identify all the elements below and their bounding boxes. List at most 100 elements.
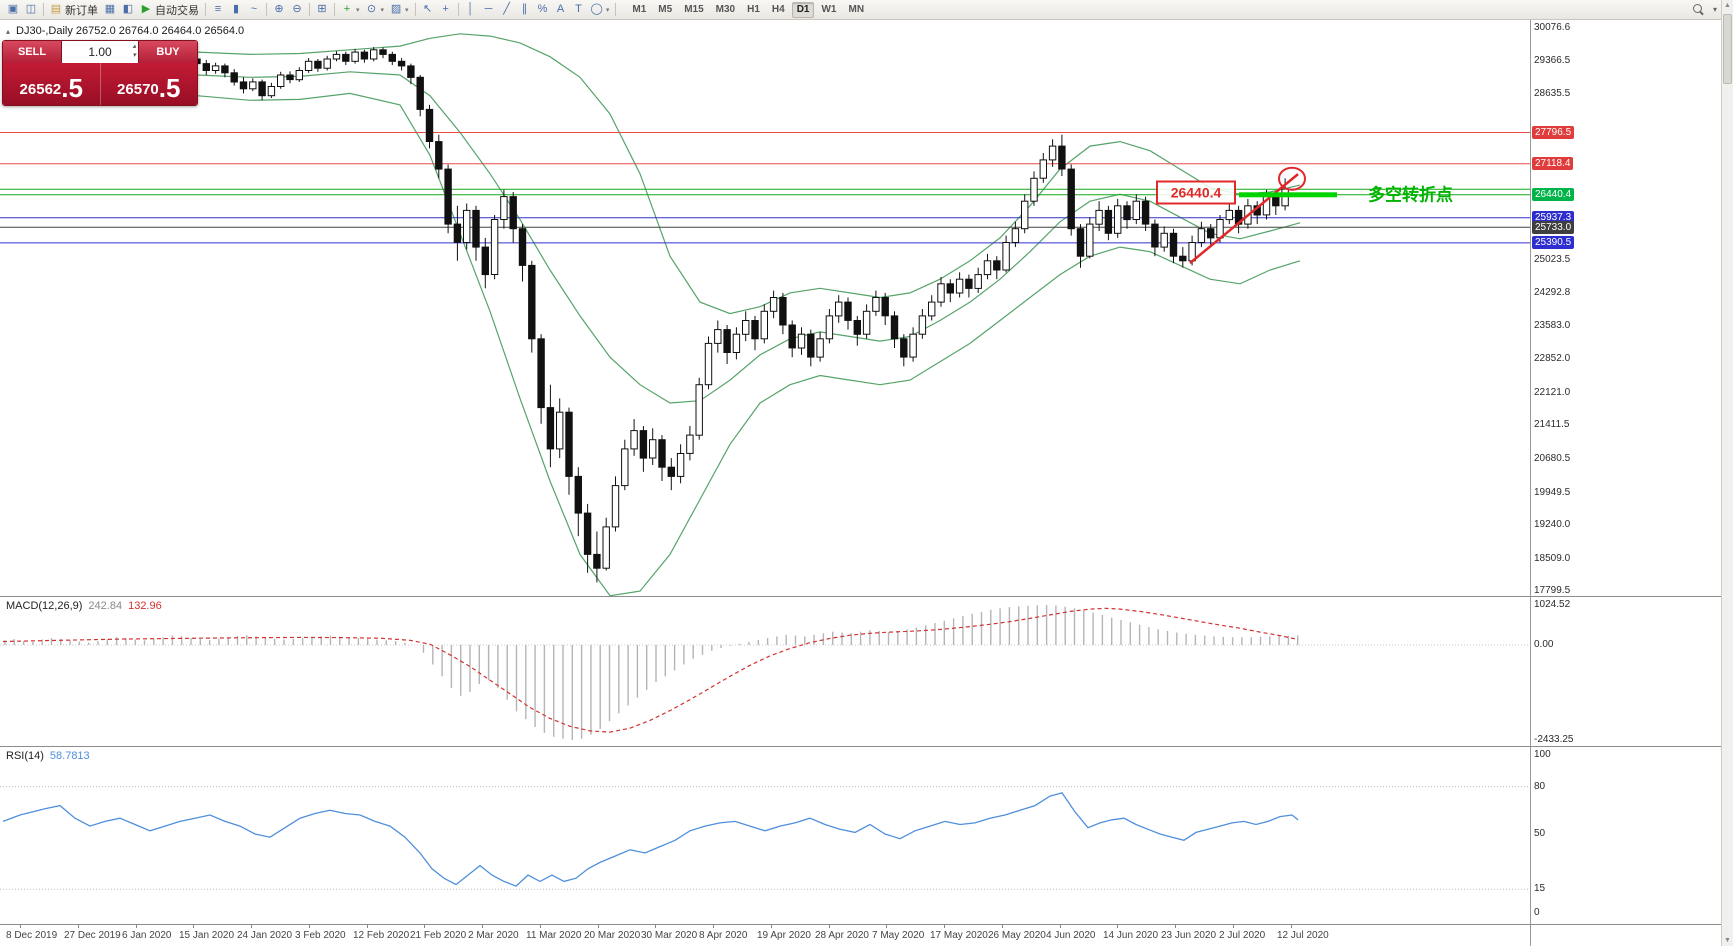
periods-icon: ⊙: [366, 3, 377, 15]
candle: [788, 320, 796, 358]
candle: [1104, 205, 1113, 241]
thick-green-line-annotation[interactable]: [1239, 192, 1337, 198]
chart-plot-area[interactable]: 26440.4 多空转折点 ▴ DJ30-,Daily 26752.0 26764…: [0, 20, 1530, 596]
volume-input[interactable]: 1.00 ▴ ▾: [61, 41, 139, 63]
timeframe-button-h1[interactable]: H1: [747, 3, 760, 15]
date-tick: [655, 925, 656, 928]
price-axis-label: 19240.0: [1534, 519, 1571, 530]
timeframe-button-w1[interactable]: W1: [821, 3, 837, 15]
candle: [1011, 221, 1020, 248]
buy-price[interactable]: 26570.5: [100, 63, 197, 105]
volume-spinner-icon[interactable]: ▴ ▾: [132, 43, 136, 59]
candlestick-chart-icon: ▮: [232, 3, 240, 15]
date-label: 24 Jan 2020: [237, 930, 293, 941]
sell-price[interactable]: 26562.5: [3, 63, 101, 105]
zoom-out-icon[interactable]: ⊖: [288, 1, 306, 18]
macd-axis-label: -2433.25: [1534, 734, 1574, 745]
indicators-icon[interactable]: + ▾: [338, 1, 363, 18]
chevron-down-icon[interactable]: ▾: [405, 6, 409, 14]
timeframe-button-d1[interactable]: D1: [791, 1, 815, 18]
profiles-icon[interactable]: ◫: [22, 1, 40, 18]
candle: [258, 79, 266, 101]
search-icon[interactable]: [1692, 3, 1705, 16]
chevron-down-icon[interactable]: ▾: [380, 6, 385, 14]
shapes-icon[interactable]: ◯ ▾: [588, 1, 613, 18]
data-window-icon[interactable]: ◧: [119, 1, 137, 18]
vertical-line-icon[interactable]: │: [462, 1, 480, 18]
horizontal-line-icon[interactable]: ─: [480, 1, 498, 18]
rsi-axis-label: 100: [1534, 749, 1551, 760]
candle: [379, 47, 387, 59]
timeframe-button-m5[interactable]: M5: [658, 3, 673, 15]
auto-trading-button[interactable]: ▶ 自动交易: [137, 1, 202, 18]
crosshair-icon[interactable]: +: [437, 1, 455, 18]
candle: [872, 290, 880, 316]
timeframe-button-m15[interactable]: M15: [684, 3, 704, 15]
zoom-in-icon[interactable]: ⊕: [270, 1, 288, 18]
macd-plot-area[interactable]: MACD(12,26,9) 242.84 132.96: [0, 597, 1530, 746]
timeframe-button-m1[interactable]: M1: [632, 3, 647, 15]
date-label: 8 Dec 2019: [6, 930, 58, 941]
timeframe-button-mn[interactable]: MN: [848, 3, 865, 15]
candle: [760, 304, 768, 344]
candle: [937, 276, 945, 307]
scroll-down-icon[interactable]: ▼: [1724, 937, 1731, 944]
candle: [816, 331, 824, 362]
candle: [221, 63, 229, 78]
toolbar-overflow-icon[interactable]: ▾: [1712, 5, 1717, 14]
equidistant-channel-icon[interactable]: ∥: [516, 1, 534, 18]
toolbar-separator: [266, 3, 267, 16]
rsi-plot-area[interactable]: RSI(14) 58.7813: [0, 747, 1530, 924]
date-axis[interactable]: 8 Dec 2019 27 Dec 2019 6 Jan 2020 15 Jan 20…: [0, 925, 1530, 946]
market-watch-icon[interactable]: ▦: [101, 1, 119, 18]
vertical-scrollbar[interactable]: ▲ ▼: [1721, 0, 1733, 946]
market-watch-icon: ▦: [104, 3, 116, 15]
new-order-button[interactable]: ▤ 新订单: [47, 1, 101, 18]
bollinger-lower-band: [196, 92, 1301, 596]
trendline-icon[interactable]: ╱: [498, 1, 516, 18]
candlestick-chart-icon[interactable]: ▮: [227, 1, 245, 18]
candle: [630, 419, 638, 456]
tile-windows-icon[interactable]: ⊞: [313, 1, 331, 18]
chevron-down-icon[interactable]: ▾: [356, 6, 360, 14]
axis-corner: [1530, 925, 1721, 946]
macd-signal-value: 132.96: [128, 600, 162, 612]
date-tick: [829, 925, 830, 928]
panel-collapse-icon[interactable]: ▴: [6, 26, 11, 36]
candle: [1039, 153, 1047, 183]
candle: [1058, 134, 1066, 176]
timeframe-button-m30[interactable]: M30: [715, 3, 736, 15]
date-label: 2 Mar 2020: [468, 930, 519, 941]
rsi-label: RSI(14) 58.7813: [6, 750, 90, 762]
date-label: 28 Apr 2020: [815, 930, 869, 941]
sell-button[interactable]: SELL: [3, 41, 61, 63]
line-chart-icon[interactable]: ~: [245, 1, 263, 18]
fibonacci-icon[interactable]: %: [534, 1, 552, 18]
ellipse-annotation[interactable]: [1278, 166, 1306, 191]
candle: [314, 59, 322, 72]
timeframe-button-h4[interactable]: H4: [771, 3, 785, 15]
candle: [407, 63, 415, 85]
profiles-icon: ◫: [25, 3, 37, 15]
cursor-icon[interactable]: ↖: [419, 1, 437, 18]
bar-chart-icon[interactable]: ≡: [209, 1, 227, 18]
rsi-name: RSI(14): [6, 750, 44, 762]
new-window-icon[interactable]: ▣: [4, 1, 22, 18]
periods-icon[interactable]: ⊙ ▾: [363, 1, 388, 18]
price-annotation-box[interactable]: [1156, 180, 1236, 205]
templates-icon[interactable]: ▨ ▾: [387, 1, 412, 18]
chevron-down-icon[interactable]: ▾: [605, 6, 610, 14]
price-axis[interactable]: 30076.6 29366.5 28635.5 25023.5 24292.8 23583…: [1530, 20, 1721, 596]
buy-button[interactable]: BUY: [139, 41, 197, 63]
crosshair-icon: +: [442, 3, 449, 15]
macd-panel: MACD(12,26,9) 242.84 132.96 1024.52 0.00 -24…: [0, 596, 1721, 746]
label-icon[interactable]: T: [570, 1, 588, 18]
candle: [955, 272, 964, 298]
text-icon[interactable]: A: [552, 1, 570, 18]
candle: [779, 292, 787, 335]
trendline-annotation[interactable]: [1189, 173, 1299, 265]
scroll-up-icon[interactable]: ▲: [1724, 2, 1731, 9]
rsi-panel: RSI(14) 58.7813 100 80 50 15 0: [0, 746, 1721, 924]
price-axis-label: 21411.5: [1534, 419, 1570, 430]
scrollbar-thumb[interactable]: [1723, 14, 1732, 84]
